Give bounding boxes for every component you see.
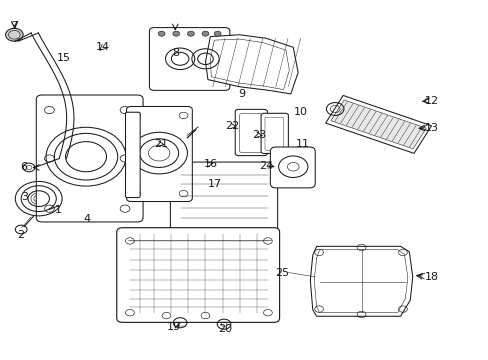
Text: 6: 6 bbox=[20, 162, 27, 172]
Text: 16: 16 bbox=[203, 159, 217, 169]
Circle shape bbox=[214, 31, 221, 36]
Text: 12: 12 bbox=[424, 96, 438, 106]
Circle shape bbox=[187, 31, 194, 36]
FancyBboxPatch shape bbox=[126, 107, 192, 202]
FancyBboxPatch shape bbox=[170, 162, 277, 235]
Polygon shape bbox=[310, 246, 412, 316]
Text: 8: 8 bbox=[172, 48, 180, 58]
Text: 19: 19 bbox=[166, 322, 181, 332]
Text: 22: 22 bbox=[225, 121, 239, 131]
Text: 1: 1 bbox=[55, 206, 61, 216]
Text: 25: 25 bbox=[275, 268, 289, 278]
Circle shape bbox=[158, 31, 164, 36]
Text: 21: 21 bbox=[154, 139, 168, 149]
Text: 15: 15 bbox=[57, 53, 71, 63]
Polygon shape bbox=[330, 100, 426, 149]
Circle shape bbox=[5, 28, 23, 41]
FancyBboxPatch shape bbox=[264, 117, 283, 150]
Text: 7: 7 bbox=[11, 21, 18, 31]
Text: 10: 10 bbox=[293, 107, 307, 117]
Text: 23: 23 bbox=[251, 130, 265, 140]
Text: 5: 5 bbox=[132, 164, 140, 174]
Polygon shape bbox=[325, 95, 431, 153]
Circle shape bbox=[202, 31, 208, 36]
Text: 3: 3 bbox=[21, 192, 28, 202]
Text: 11: 11 bbox=[295, 139, 309, 149]
FancyBboxPatch shape bbox=[235, 109, 267, 156]
Text: 18: 18 bbox=[424, 272, 438, 282]
FancyBboxPatch shape bbox=[36, 95, 143, 222]
Text: 24: 24 bbox=[259, 161, 273, 171]
Text: 9: 9 bbox=[238, 89, 245, 99]
Text: 20: 20 bbox=[218, 324, 232, 334]
FancyBboxPatch shape bbox=[270, 147, 315, 188]
FancyBboxPatch shape bbox=[261, 113, 288, 153]
Text: 2: 2 bbox=[18, 230, 25, 239]
FancyBboxPatch shape bbox=[125, 112, 140, 198]
Text: 17: 17 bbox=[208, 179, 222, 189]
Text: 4: 4 bbox=[84, 215, 91, 224]
FancyBboxPatch shape bbox=[239, 114, 262, 152]
Polygon shape bbox=[205, 35, 298, 94]
FancyBboxPatch shape bbox=[149, 28, 229, 90]
Text: 13: 13 bbox=[424, 123, 438, 133]
Text: 14: 14 bbox=[96, 42, 110, 52]
Circle shape bbox=[172, 31, 179, 36]
FancyBboxPatch shape bbox=[117, 228, 279, 322]
